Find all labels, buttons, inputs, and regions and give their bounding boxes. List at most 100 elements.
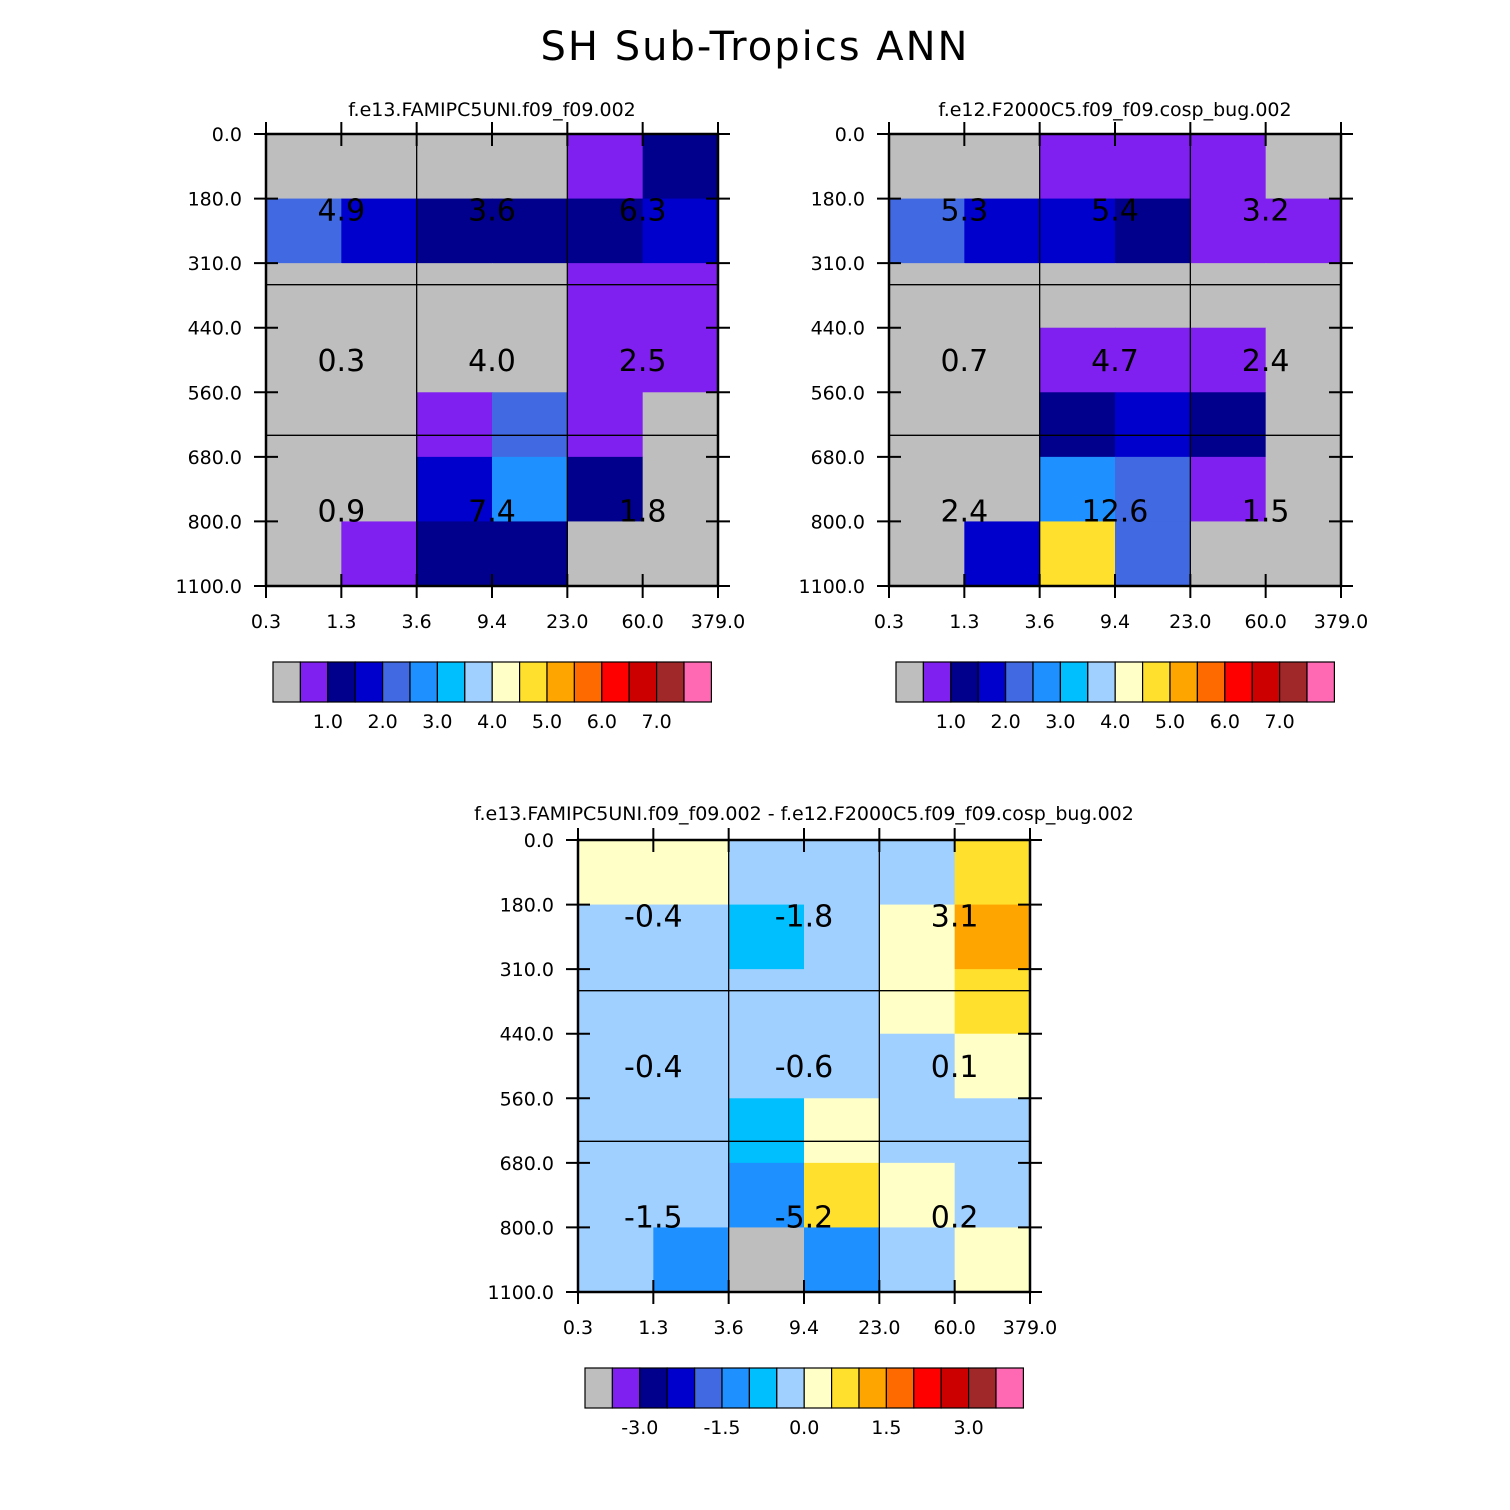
heatmap-cell (266, 392, 342, 458)
heatmap-cell (879, 1162, 956, 1228)
y-tick-label: 1100.0 (176, 576, 242, 598)
heatmap-cell (1265, 327, 1342, 393)
y-tick-label: 440.0 (811, 318, 865, 340)
heatmap-cell (728, 904, 805, 970)
heatmap-cell (653, 969, 730, 1035)
x-tick-label: 379.0 (1314, 611, 1368, 633)
heatmap-cell (1039, 198, 1116, 264)
heatmap-cell (889, 521, 965, 587)
colorbar-label: -3.0 (621, 1417, 658, 1439)
heatmap-cell (889, 198, 965, 264)
colorbar-swatch (683, 661, 712, 703)
data-label: -1.5 (624, 1201, 683, 1236)
colorbar-label: 2.0 (990, 711, 1020, 733)
heatmap-cell (804, 840, 880, 906)
x-tick-label: 0.3 (251, 611, 281, 633)
heatmap-cell (1115, 327, 1191, 393)
heatmap-cell (964, 456, 1041, 522)
y-tick-label: 800.0 (188, 511, 242, 533)
x-tick-label: 23.0 (546, 611, 588, 633)
heatmap-cell (492, 521, 568, 587)
heatmap-cell (889, 392, 965, 458)
heatmap-cell (1115, 134, 1191, 200)
colorbar-swatch (858, 1367, 887, 1409)
heatmap-cell (964, 134, 1041, 200)
y-tick-label: 310.0 (811, 253, 865, 275)
heatmap-cell (1115, 198, 1191, 264)
colorbar-swatch (950, 661, 979, 703)
heatmap-cell (341, 392, 418, 458)
colorbar-swatch (546, 661, 575, 703)
x-tick-label: 23.0 (1169, 611, 1211, 633)
heatmap-cell (1039, 263, 1116, 329)
heatmap-cell (492, 198, 568, 264)
data-label: 6.3 (619, 193, 667, 228)
colorbar-label: 5.0 (1155, 711, 1185, 733)
heatmap-cell (1190, 392, 1267, 458)
x-tick-label: 3.6 (1025, 611, 1055, 633)
colorbar-swatch (693, 1367, 723, 1409)
data-label: 1.5 (1242, 495, 1290, 530)
heatmap-cell (879, 1227, 956, 1293)
colorbar-label: 6.0 (587, 711, 617, 733)
heatmap-cell (1190, 456, 1267, 522)
colorbar-swatch (299, 661, 329, 703)
y-tick-label: 440.0 (188, 318, 242, 340)
colorbar-swatch (748, 1367, 778, 1409)
heatmap-cell (954, 1227, 1031, 1293)
heatmap-cell (642, 521, 719, 587)
colorbar-label: 4.0 (477, 711, 507, 733)
y-tick-label: 680.0 (811, 447, 865, 469)
heatmap-cell (804, 904, 880, 970)
panel-title: f.e12.F2000C5.f09_f09.cosp_bug.002 (938, 99, 1291, 121)
heatmap-cell (1115, 263, 1191, 329)
data-label: 2.5 (619, 344, 667, 379)
x-tick-label: 1.3 (949, 611, 979, 633)
data-label: -1.8 (775, 899, 834, 934)
colorbar-label: 0.0 (789, 1417, 819, 1439)
colorbar-swatch (1169, 661, 1198, 703)
colorbar-swatch (1278, 661, 1308, 703)
heatmap-cell (889, 134, 965, 200)
heatmap-cell (889, 263, 965, 329)
heatmap-cell (492, 327, 568, 393)
heatmap-cell (1190, 134, 1267, 200)
x-tick-label: 1.3 (638, 1317, 668, 1339)
heatmap-cell (492, 392, 568, 458)
heatmap-cell (879, 1033, 956, 1099)
colorbar-swatch (721, 1367, 750, 1409)
colorbar-swatch (354, 661, 384, 703)
data-label: 2.4 (1242, 344, 1290, 379)
data-label: 3.1 (931, 899, 979, 934)
heatmap-cell (416, 456, 493, 522)
heatmap-cell (1190, 263, 1267, 329)
colorbar-swatch (977, 661, 1007, 703)
heatmap-cell (653, 1098, 730, 1164)
heatmap-cell (567, 134, 644, 200)
y-tick-label: 800.0 (811, 511, 865, 533)
heatmap-cell (1115, 456, 1191, 522)
data-label: 3.6 (468, 193, 516, 228)
heatmap-cell (266, 263, 342, 329)
data-label: 0.2 (931, 1201, 979, 1236)
y-tick-label: 800.0 (500, 1217, 554, 1239)
heatmap-cell (567, 392, 644, 458)
colorbar-swatch (776, 1367, 805, 1409)
colorbar-swatch (573, 661, 603, 703)
heatmap-cell (653, 1162, 730, 1228)
colorbar-swatch (1251, 661, 1281, 703)
x-tick-label: 1.3 (326, 611, 356, 633)
heatmap-cell (492, 263, 568, 329)
heatmap-cell (266, 134, 342, 200)
heatmap-cell (266, 521, 342, 587)
y-tick-label: 180.0 (188, 189, 242, 211)
x-tick-label: 0.3 (874, 611, 904, 633)
x-tick-label: 9.4 (1100, 611, 1130, 633)
colorbar-label: 7.0 (641, 711, 671, 733)
heatmap-cell (578, 1033, 654, 1099)
x-tick-label: 3.6 (402, 611, 432, 633)
heatmap-cell (804, 1033, 880, 1099)
colorbar-swatch (409, 661, 438, 703)
colorbar-swatch (1196, 661, 1226, 703)
data-label: -0.4 (624, 1050, 683, 1085)
